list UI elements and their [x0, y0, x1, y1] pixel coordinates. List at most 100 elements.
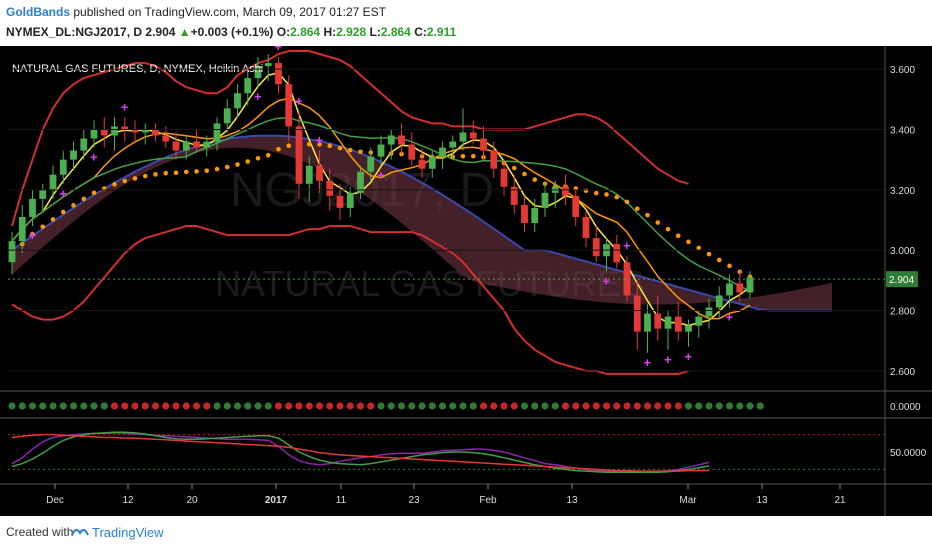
signal-dot: [336, 402, 344, 410]
candle-body: [80, 138, 88, 151]
trend-dot: [696, 245, 702, 251]
trend-dot: [194, 169, 199, 174]
candle-body: [705, 307, 713, 317]
candle-body: [264, 63, 272, 67]
y-tick-label: 3.000: [890, 246, 915, 257]
candle-body: [285, 84, 293, 127]
pink-marker: +: [377, 168, 385, 183]
signal-dot: [59, 402, 67, 410]
candle-body: [521, 204, 528, 224]
signal-dot: [203, 402, 211, 410]
trend-dot: [399, 151, 404, 157]
signal-dot: [561, 402, 570, 410]
trend-dot: [675, 233, 681, 239]
signal-dot: [100, 402, 108, 410]
symbol-label[interactable]: NYMEX_DL:NGJ2017, D: [6, 25, 143, 39]
x-tick-label: 13: [756, 495, 768, 506]
dot-pane-value: 0.0000: [890, 402, 921, 413]
high-label: H:: [323, 25, 337, 39]
pink-marker: +: [644, 355, 652, 370]
author-link[interactable]: GoldBands: [6, 5, 71, 19]
pink-marker: +: [664, 352, 672, 367]
tradingview-link[interactable]: TradingView: [92, 525, 164, 540]
trend-dot: [716, 257, 722, 263]
up-arrow-icon: ▲: [178, 25, 191, 39]
low-value: 2.864: [380, 25, 411, 39]
candle-body: [469, 132, 477, 139]
candle-body: [305, 165, 313, 184]
price-change: +0.003 (+0.1%): [190, 25, 274, 39]
signal-dot: [438, 402, 447, 410]
candle-body: [29, 198, 36, 217]
candle-body: [715, 295, 723, 308]
trend-dot: [224, 164, 230, 170]
candle-body: [623, 262, 631, 296]
signal-dot: [39, 402, 47, 410]
signal-dot: [520, 402, 529, 410]
chart-area[interactable]: NGJ2017, D NATURAL GAS FUTURES + + + + + + + + + +…: [0, 39, 932, 516]
x-tick-label: 20: [186, 495, 198, 506]
signal-dot: [490, 402, 498, 410]
candle-body: [193, 141, 200, 148]
publish-text: published on TradingView.com, March 09, …: [70, 5, 386, 19]
trend-dot: [655, 220, 661, 225]
pink-marker: +: [90, 150, 98, 165]
signal-dot: [643, 402, 652, 410]
trend-dot: [183, 169, 189, 175]
footer: Created with TradingView: [0, 516, 932, 550]
candle-body: [736, 283, 744, 293]
pink-marker: +: [275, 46, 283, 54]
signal-dot: [28, 402, 37, 410]
y-tick-label: 2.600: [890, 367, 915, 378]
pink-marker: +: [254, 89, 262, 104]
candle-body: [203, 141, 211, 148]
trend-dot: [358, 149, 363, 155]
signal-dot: [346, 402, 354, 410]
trend-dot: [470, 153, 476, 159]
last-price: 2.904: [145, 25, 176, 39]
trend-dot: [317, 142, 322, 147]
tradingview-logo-icon[interactable]: [70, 523, 90, 541]
signal-dot: [633, 402, 641, 410]
y-tick-label: 3.600: [890, 65, 915, 76]
cloud-line-a: [11, 134, 832, 312]
pink-marker: +: [59, 186, 67, 201]
candle-body: [531, 207, 539, 224]
signal-dot: [654, 402, 662, 410]
candle-body: [490, 150, 498, 169]
candle-body: [428, 156, 436, 169]
candle-body: [377, 144, 385, 157]
signal-dot: [151, 402, 160, 410]
candle-body: [131, 129, 139, 133]
trend-dot: [306, 141, 312, 147]
pink-marker: +: [121, 99, 129, 114]
candle-body: [408, 144, 416, 160]
signal-dot: [141, 402, 149, 410]
trend-dot: [532, 177, 538, 182]
trend-dot: [91, 190, 97, 196]
signal-dot: [377, 402, 385, 410]
signal-dot: [469, 402, 477, 410]
x-tick-label: 2017: [265, 495, 288, 506]
trend-dot: [337, 145, 343, 151]
candle-body: [387, 135, 395, 145]
signal-dot: [110, 402, 119, 410]
signal-dot: [500, 402, 508, 410]
candle-body: [172, 141, 180, 151]
trend-dot: [71, 203, 76, 208]
created-with-text: Created with: [6, 525, 74, 539]
candle-body: [100, 129, 108, 136]
signal-dot: [664, 402, 672, 410]
signal-dot: [233, 402, 242, 410]
cloud-fill: [12, 135, 832, 311]
pink-marker: +: [29, 228, 37, 243]
trend-dot: [153, 172, 158, 177]
signal-dot: [695, 402, 703, 410]
signal-dot: [69, 402, 78, 410]
x-tick-label: 13: [566, 495, 578, 506]
ma-mid-line: [11, 97, 751, 320]
signal-dot: [254, 402, 262, 410]
signal-dot: [592, 402, 600, 410]
trend-dot: [614, 194, 620, 200]
